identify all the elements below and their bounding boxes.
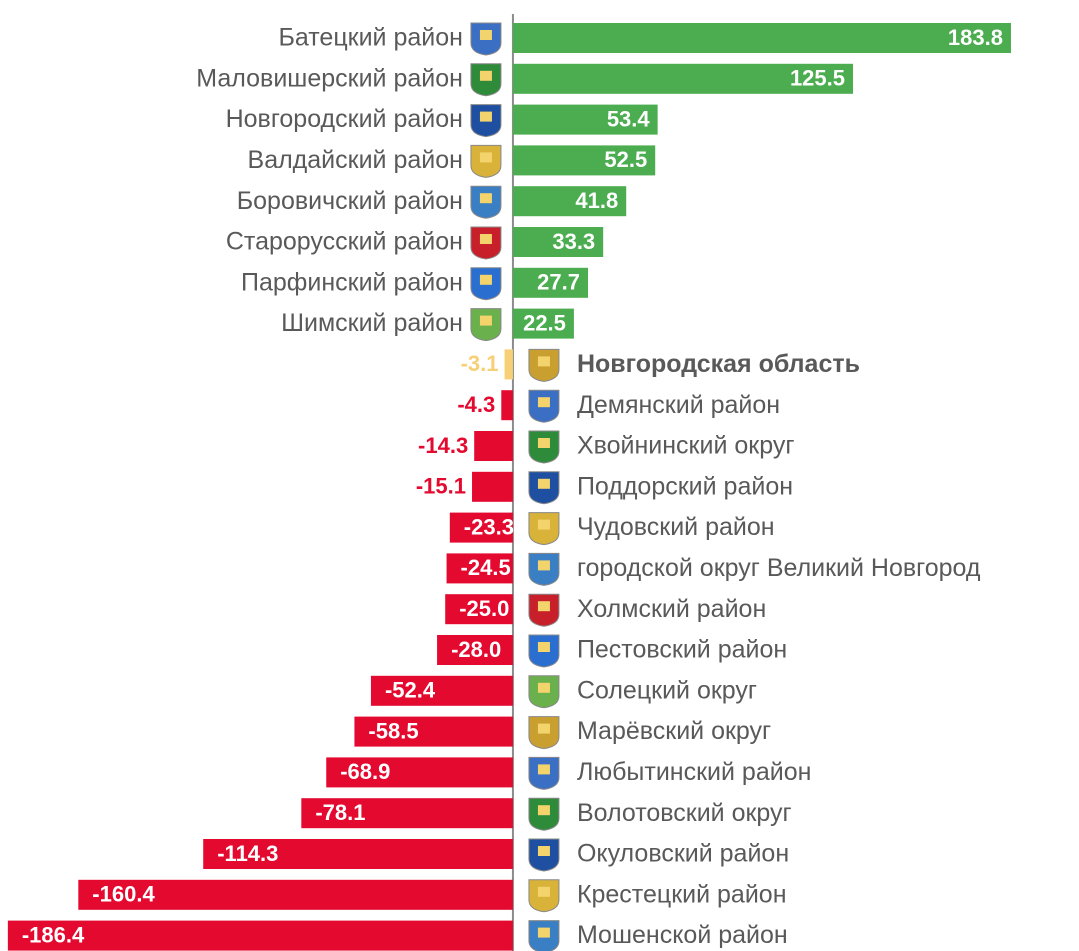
value-label: -25.0 <box>459 596 509 621</box>
coat-of-arms-detail <box>537 519 550 530</box>
coat-of-arms-detail <box>537 886 550 897</box>
coat-of-arms-detail <box>537 723 550 734</box>
category-label: Чудовский район <box>577 513 775 541</box>
value-label: 53.4 <box>607 106 651 131</box>
value-label: -4.3 <box>457 392 495 417</box>
bar <box>446 553 513 584</box>
category-label: Маловишерский район <box>196 64 463 92</box>
coat-of-arms-detail <box>537 642 550 652</box>
coat-of-arms-detail <box>537 601 550 612</box>
category-label: Хвойнинский округ <box>577 432 795 460</box>
bar <box>326 757 513 788</box>
bar <box>472 471 513 502</box>
coat-of-arms-detail <box>479 111 492 122</box>
value-label: 27.7 <box>537 270 580 295</box>
category-label: Старорусский район <box>226 228 463 256</box>
coat-of-arms-detail <box>537 397 550 408</box>
value-label: -68.9 <box>340 759 390 784</box>
value-label: 33.3 <box>552 229 595 254</box>
category-label: Холмский район <box>577 595 766 623</box>
coat-of-arms-detail <box>537 927 550 938</box>
coat-of-arms-detail <box>479 274 492 285</box>
bar <box>437 635 513 665</box>
category-label: Волотовский округ <box>577 799 792 827</box>
bar <box>203 839 513 869</box>
value-label: -114.3 <box>217 841 278 866</box>
coat-of-arms-detail <box>479 234 492 244</box>
coat-of-arms-detail <box>479 70 492 81</box>
bar <box>449 512 513 543</box>
bar <box>512 23 1011 53</box>
value-label: 125.5 <box>790 66 845 91</box>
category-label: городской округ Великий Новгород <box>577 554 981 582</box>
category-label: Новгородская область <box>577 350 860 378</box>
coat-of-arms-detail <box>537 438 550 448</box>
value-label: -3.1 <box>461 351 499 376</box>
bar <box>301 798 513 829</box>
category-label: Шимский район <box>281 309 463 337</box>
value-label: -23.3 <box>464 514 514 539</box>
category-label: Парфинский район <box>241 268 463 296</box>
coat-of-arms-detail <box>537 478 550 489</box>
coat-of-arms-detail <box>537 764 550 775</box>
category-label: Марёвский округ <box>577 717 771 745</box>
bar <box>512 308 574 339</box>
value-label: -14.3 <box>418 433 468 458</box>
bar <box>501 390 513 421</box>
coat-of-arms-detail <box>537 682 550 693</box>
bar <box>78 879 513 910</box>
value-label: 41.8 <box>575 188 618 213</box>
bar <box>512 63 854 94</box>
bar <box>512 267 589 298</box>
value-label: -78.1 <box>315 800 365 825</box>
category-label: Пестовский район <box>577 636 787 664</box>
category-label: Солецкий округ <box>577 676 757 704</box>
bar <box>445 594 513 625</box>
value-label: -24.5 <box>461 555 511 580</box>
category-label: Мошенской район <box>577 921 788 949</box>
coat-of-arms-detail <box>537 356 550 367</box>
category-label: Валдайский район <box>248 146 463 174</box>
value-label: -186.4 <box>22 922 85 947</box>
category-label: Любытинский район <box>577 758 811 786</box>
bar <box>512 145 656 176</box>
category-label: Демянский район <box>577 391 780 419</box>
bar <box>512 227 604 257</box>
bar <box>512 186 627 217</box>
value-label: -52.4 <box>385 678 436 703</box>
bar <box>512 104 658 135</box>
value-label: -58.5 <box>368 718 418 743</box>
bar <box>7 920 513 951</box>
value-label: -28.0 <box>451 637 501 662</box>
value-label: 52.5 <box>604 147 647 172</box>
value-label: 22.5 <box>523 310 566 335</box>
coat-of-arms-detail <box>479 30 492 40</box>
category-label: Крестецкий район <box>577 880 787 908</box>
value-label: -160.4 <box>92 882 155 907</box>
bar <box>370 675 513 706</box>
bar <box>504 349 513 380</box>
category-label: Батецкий район <box>278 24 462 52</box>
coat-of-arms-detail <box>479 315 492 326</box>
value-label: -15.1 <box>416 474 466 499</box>
bar <box>474 431 513 461</box>
value-label: 183.8 <box>948 25 1003 50</box>
category-label: Новгородский район <box>226 105 463 133</box>
bar <box>354 716 513 747</box>
category-label: Поддорский район <box>577 472 793 500</box>
category-label: Окуловский район <box>577 840 789 868</box>
coat-of-arms-detail <box>537 560 550 571</box>
coat-of-arms-detail <box>537 846 550 856</box>
coat-of-arms-detail <box>537 805 550 816</box>
coat-of-arms-detail <box>479 152 492 163</box>
category-label: Боровичский район <box>237 187 463 215</box>
coat-of-arms-detail <box>479 193 492 204</box>
